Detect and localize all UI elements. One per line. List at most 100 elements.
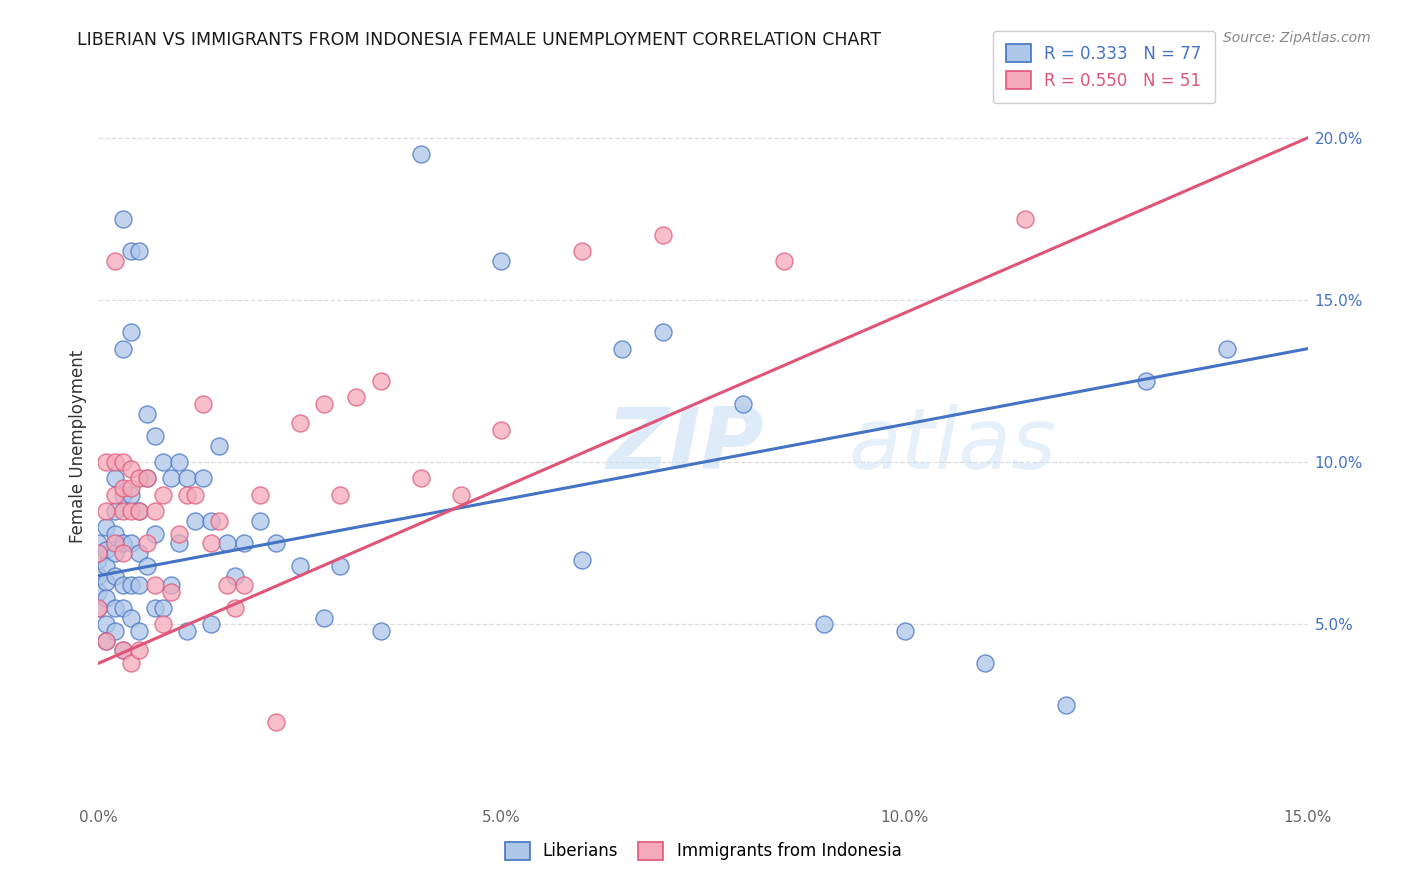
Point (135, 407, 157, 421)
Point (733, 397, 755, 411)
Point (135, 471, 157, 485)
Point (120, 657, 142, 671)
Point (103, 471, 125, 485)
Point (232, 536, 254, 550)
Point (96, 617, 118, 632)
Point (1054, 698, 1077, 713)
Point (128, 504, 150, 518)
Point (176, 624, 198, 638)
Text: ZIP: ZIP (606, 404, 763, 488)
Point (249, 488, 271, 502)
Point (370, 624, 392, 638)
Point (314, 397, 336, 411)
Point (120, 611, 142, 625)
Point (96, 633, 118, 648)
Point (152, 488, 174, 502)
Point (409, 147, 432, 161)
Point (167, 455, 190, 469)
Point (344, 390, 367, 404)
Point (135, 536, 157, 550)
Point (103, 526, 125, 541)
Point (288, 417, 311, 431)
Point (143, 601, 166, 615)
Point (193, 471, 215, 485)
Point (111, 455, 134, 469)
Point (651, 326, 673, 340)
Point (224, 601, 246, 615)
Point (120, 244, 142, 259)
Point (176, 488, 198, 502)
Point (111, 481, 134, 495)
Y-axis label: Female Unemployment: Female Unemployment (69, 350, 87, 542)
Point (120, 461, 142, 475)
Point (571, 552, 593, 566)
Point (264, 536, 287, 550)
Point (103, 568, 125, 582)
Point (120, 504, 142, 518)
Point (314, 611, 336, 625)
Point (409, 471, 432, 485)
Point (96, 520, 118, 534)
Point (232, 578, 254, 592)
Point (772, 254, 794, 268)
Point (143, 578, 166, 592)
Point (176, 471, 198, 485)
Point (120, 326, 142, 340)
Point (264, 714, 287, 729)
Point (111, 504, 134, 518)
Point (111, 342, 134, 356)
Point (87, 568, 110, 582)
Point (87, 552, 110, 566)
Point (217, 536, 239, 550)
Point (135, 471, 157, 485)
Point (329, 559, 352, 574)
Point (120, 481, 142, 495)
Point (87, 601, 110, 615)
Point (128, 624, 150, 638)
Point (491, 254, 513, 268)
Point (96, 575, 118, 590)
Point (160, 578, 183, 592)
Point (103, 601, 125, 615)
Point (571, 244, 593, 259)
Point (103, 254, 125, 268)
Point (1135, 374, 1157, 388)
Point (208, 514, 231, 528)
Point (184, 488, 207, 502)
Point (974, 657, 997, 671)
Point (87, 546, 110, 560)
Point (111, 546, 134, 560)
Point (167, 536, 190, 550)
Point (103, 624, 125, 638)
Point (103, 488, 125, 502)
Point (103, 504, 125, 518)
Point (152, 601, 174, 615)
Point (152, 617, 174, 632)
Point (491, 423, 513, 437)
Point (128, 578, 150, 592)
Point (96, 455, 118, 469)
Text: atlas: atlas (848, 404, 1056, 488)
Point (208, 439, 231, 453)
Point (96, 633, 118, 648)
Point (96, 504, 118, 518)
Point (111, 643, 134, 657)
Point (200, 536, 222, 550)
Point (96, 591, 118, 606)
Point (96, 559, 118, 574)
Point (288, 559, 311, 574)
Point (200, 514, 222, 528)
Point (103, 546, 125, 560)
Point (184, 514, 207, 528)
Legend: R = 0.333   N = 77, R = 0.550   N = 51: R = 0.333 N = 77, R = 0.550 N = 51 (993, 30, 1215, 103)
Point (651, 228, 673, 243)
Point (167, 526, 190, 541)
Point (103, 455, 125, 469)
Point (128, 471, 150, 485)
Point (120, 488, 142, 502)
Point (200, 617, 222, 632)
Point (103, 536, 125, 550)
Point (128, 244, 150, 259)
Point (111, 488, 134, 502)
Point (893, 624, 915, 638)
